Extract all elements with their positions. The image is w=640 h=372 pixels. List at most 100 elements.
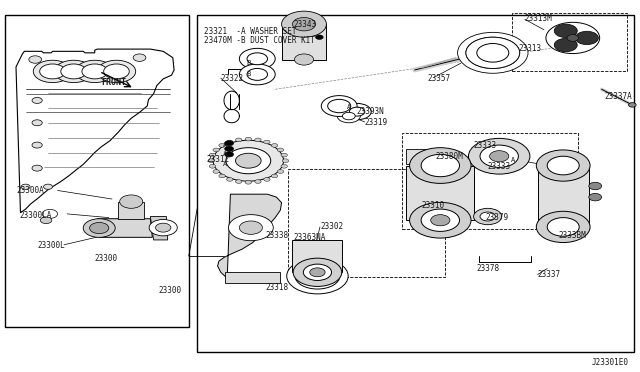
Circle shape <box>213 140 284 181</box>
Circle shape <box>421 209 460 231</box>
Circle shape <box>225 146 234 151</box>
Circle shape <box>282 11 326 37</box>
Text: 23300L: 23300L <box>37 241 65 250</box>
Polygon shape <box>292 240 342 272</box>
Circle shape <box>239 221 262 234</box>
Circle shape <box>458 32 528 73</box>
Text: 23322: 23322 <box>221 74 244 83</box>
Circle shape <box>282 159 289 163</box>
Circle shape <box>292 17 316 31</box>
Circle shape <box>32 165 42 171</box>
Circle shape <box>97 60 136 83</box>
Text: 23337: 23337 <box>538 270 561 279</box>
Text: J23301E0: J23301E0 <box>591 358 628 367</box>
Circle shape <box>239 48 275 69</box>
Text: A: A <box>223 151 227 157</box>
Circle shape <box>104 64 129 79</box>
Circle shape <box>281 153 287 157</box>
Text: 23333: 23333 <box>488 162 511 171</box>
Circle shape <box>271 174 278 178</box>
Circle shape <box>410 148 471 183</box>
Polygon shape <box>118 202 144 219</box>
Circle shape <box>44 184 52 189</box>
Circle shape <box>82 64 108 79</box>
Text: B: B <box>246 60 251 66</box>
Circle shape <box>40 217 52 224</box>
Circle shape <box>120 195 143 208</box>
Text: 23363NA: 23363NA <box>293 233 326 242</box>
Circle shape <box>490 151 509 162</box>
Circle shape <box>536 150 590 181</box>
Circle shape <box>239 64 275 85</box>
Circle shape <box>554 38 577 52</box>
Text: 23300A: 23300A <box>16 186 44 195</box>
Circle shape <box>245 137 252 141</box>
Circle shape <box>236 138 242 142</box>
Circle shape <box>589 182 602 190</box>
Circle shape <box>29 56 42 63</box>
Text: 23321  -A WASHER SET: 23321 -A WASHER SET <box>204 27 296 36</box>
Circle shape <box>328 99 351 113</box>
Polygon shape <box>97 219 152 237</box>
Circle shape <box>21 184 30 189</box>
Text: 23318: 23318 <box>266 283 289 292</box>
Circle shape <box>575 31 598 45</box>
Text: 23338: 23338 <box>266 231 289 240</box>
Text: 23300: 23300 <box>95 254 118 263</box>
Polygon shape <box>406 149 426 164</box>
Circle shape <box>83 219 115 237</box>
Text: A: A <box>223 142 227 148</box>
Circle shape <box>628 103 636 107</box>
Circle shape <box>589 193 602 201</box>
Circle shape <box>42 209 58 218</box>
Text: 23380M: 23380M <box>435 153 463 161</box>
Text: A: A <box>347 104 351 110</box>
Circle shape <box>209 164 216 168</box>
Circle shape <box>54 60 93 83</box>
Circle shape <box>33 60 72 83</box>
Text: 23310: 23310 <box>421 201 444 210</box>
Circle shape <box>227 177 233 181</box>
Circle shape <box>281 164 287 168</box>
Circle shape <box>410 202 471 238</box>
Circle shape <box>294 54 314 65</box>
Circle shape <box>474 208 502 225</box>
Text: 23300LA: 23300LA <box>19 211 52 219</box>
Circle shape <box>547 156 579 175</box>
Polygon shape <box>282 24 326 60</box>
Text: 23379: 23379 <box>485 213 508 222</box>
Circle shape <box>343 103 371 120</box>
Circle shape <box>236 180 242 183</box>
Circle shape <box>277 148 284 152</box>
Circle shape <box>255 138 261 142</box>
Text: B: B <box>246 71 251 77</box>
Circle shape <box>225 152 234 157</box>
Text: 23333: 23333 <box>474 141 497 150</box>
Circle shape <box>225 141 234 146</box>
Text: 23313: 23313 <box>518 44 541 53</box>
Circle shape <box>536 211 590 243</box>
Circle shape <box>219 174 225 178</box>
Circle shape <box>421 154 460 177</box>
Circle shape <box>133 54 146 61</box>
Text: A: A <box>511 157 515 163</box>
Circle shape <box>209 153 216 157</box>
Bar <box>402 133 578 229</box>
Circle shape <box>554 24 577 38</box>
Circle shape <box>255 180 261 183</box>
Circle shape <box>264 177 270 181</box>
Circle shape <box>480 212 495 221</box>
Bar <box>225 272 280 283</box>
Circle shape <box>303 264 332 280</box>
Polygon shape <box>406 166 474 220</box>
Text: 2333BM: 2333BM <box>558 231 586 240</box>
Text: A: A <box>223 161 227 167</box>
Circle shape <box>480 145 518 167</box>
Bar <box>288 169 445 277</box>
Circle shape <box>337 109 360 123</box>
Circle shape <box>466 37 520 68</box>
Circle shape <box>245 180 252 184</box>
Circle shape <box>213 148 220 152</box>
Circle shape <box>219 144 225 147</box>
Circle shape <box>342 112 355 120</box>
